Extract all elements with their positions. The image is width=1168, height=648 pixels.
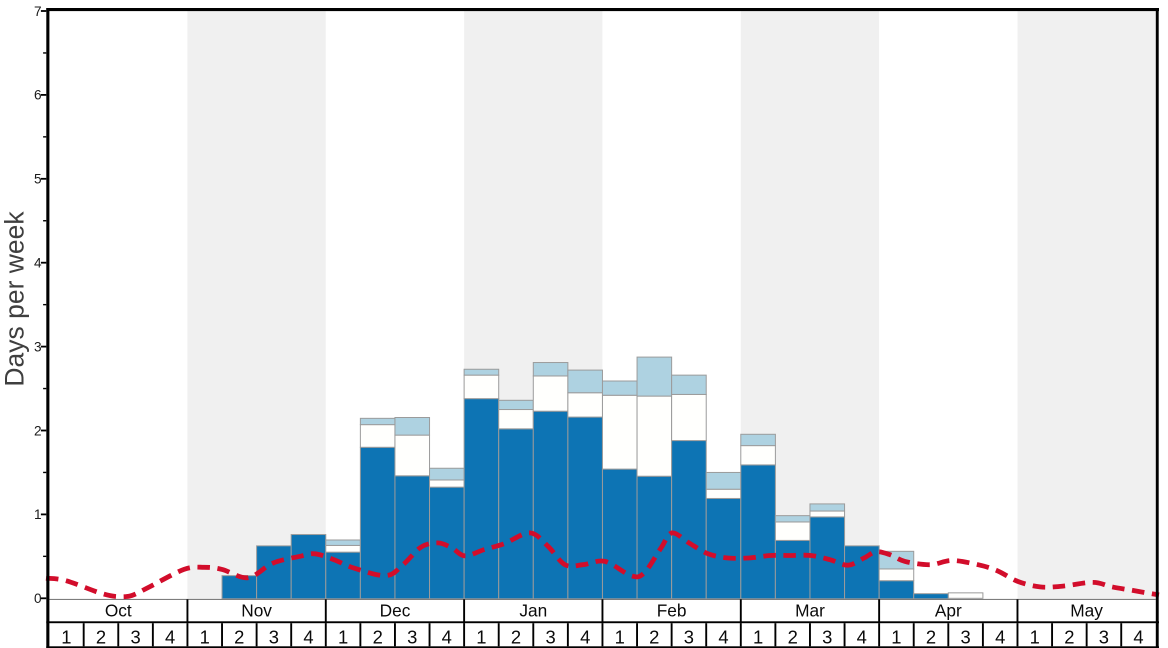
svg-text:4: 4 <box>580 627 590 648</box>
svg-text:2: 2 <box>96 627 106 648</box>
svg-text:2: 2 <box>234 627 244 648</box>
svg-text:3: 3 <box>684 627 694 648</box>
svg-text:Apr: Apr <box>935 600 962 620</box>
svg-text:1: 1 <box>34 507 42 522</box>
svg-text:May: May <box>1070 600 1103 620</box>
svg-text:Oct: Oct <box>105 600 132 620</box>
svg-text:1: 1 <box>200 627 210 648</box>
svg-text:3: 3 <box>407 627 417 648</box>
svg-text:Feb: Feb <box>657 600 687 620</box>
svg-text:3: 3 <box>545 627 555 648</box>
svg-text:5: 5 <box>34 172 42 187</box>
svg-text:2: 2 <box>788 627 798 648</box>
svg-text:4: 4 <box>34 256 42 271</box>
svg-text:4: 4 <box>718 627 728 648</box>
svg-text:4: 4 <box>857 627 867 648</box>
svg-text:2: 2 <box>511 627 521 648</box>
svg-text:6: 6 <box>34 88 42 103</box>
svg-text:1: 1 <box>338 627 348 648</box>
svg-text:3: 3 <box>960 627 970 648</box>
svg-text:4: 4 <box>995 627 1005 648</box>
svg-text:4: 4 <box>1133 627 1143 648</box>
svg-text:3: 3 <box>130 627 140 648</box>
svg-text:Jan: Jan <box>519 600 547 620</box>
svg-text:Nov: Nov <box>241 600 272 620</box>
svg-text:2: 2 <box>649 627 659 648</box>
svg-text:2: 2 <box>373 627 383 648</box>
svg-text:1: 1 <box>615 627 625 648</box>
svg-text:2: 2 <box>926 627 936 648</box>
svg-text:3: 3 <box>269 627 279 648</box>
svg-text:1: 1 <box>61 627 71 648</box>
svg-text:1: 1 <box>891 627 901 648</box>
svg-text:4: 4 <box>442 627 452 648</box>
svg-text:2: 2 <box>34 423 42 438</box>
svg-text:3: 3 <box>1099 627 1109 648</box>
svg-text:4: 4 <box>165 627 175 648</box>
svg-text:1: 1 <box>753 627 763 648</box>
svg-text:Dec: Dec <box>380 600 411 620</box>
svg-text:3: 3 <box>34 339 42 354</box>
svg-text:4: 4 <box>303 627 313 648</box>
svg-text:2: 2 <box>1064 627 1074 648</box>
svg-text:3: 3 <box>822 627 832 648</box>
svg-text:7: 7 <box>34 4 42 19</box>
svg-text:Days per week: Days per week <box>0 211 30 387</box>
svg-text:Mar: Mar <box>795 600 825 620</box>
svg-text:1: 1 <box>476 627 486 648</box>
svg-text:1: 1 <box>1030 627 1040 648</box>
svg-text:0: 0 <box>34 591 42 606</box>
